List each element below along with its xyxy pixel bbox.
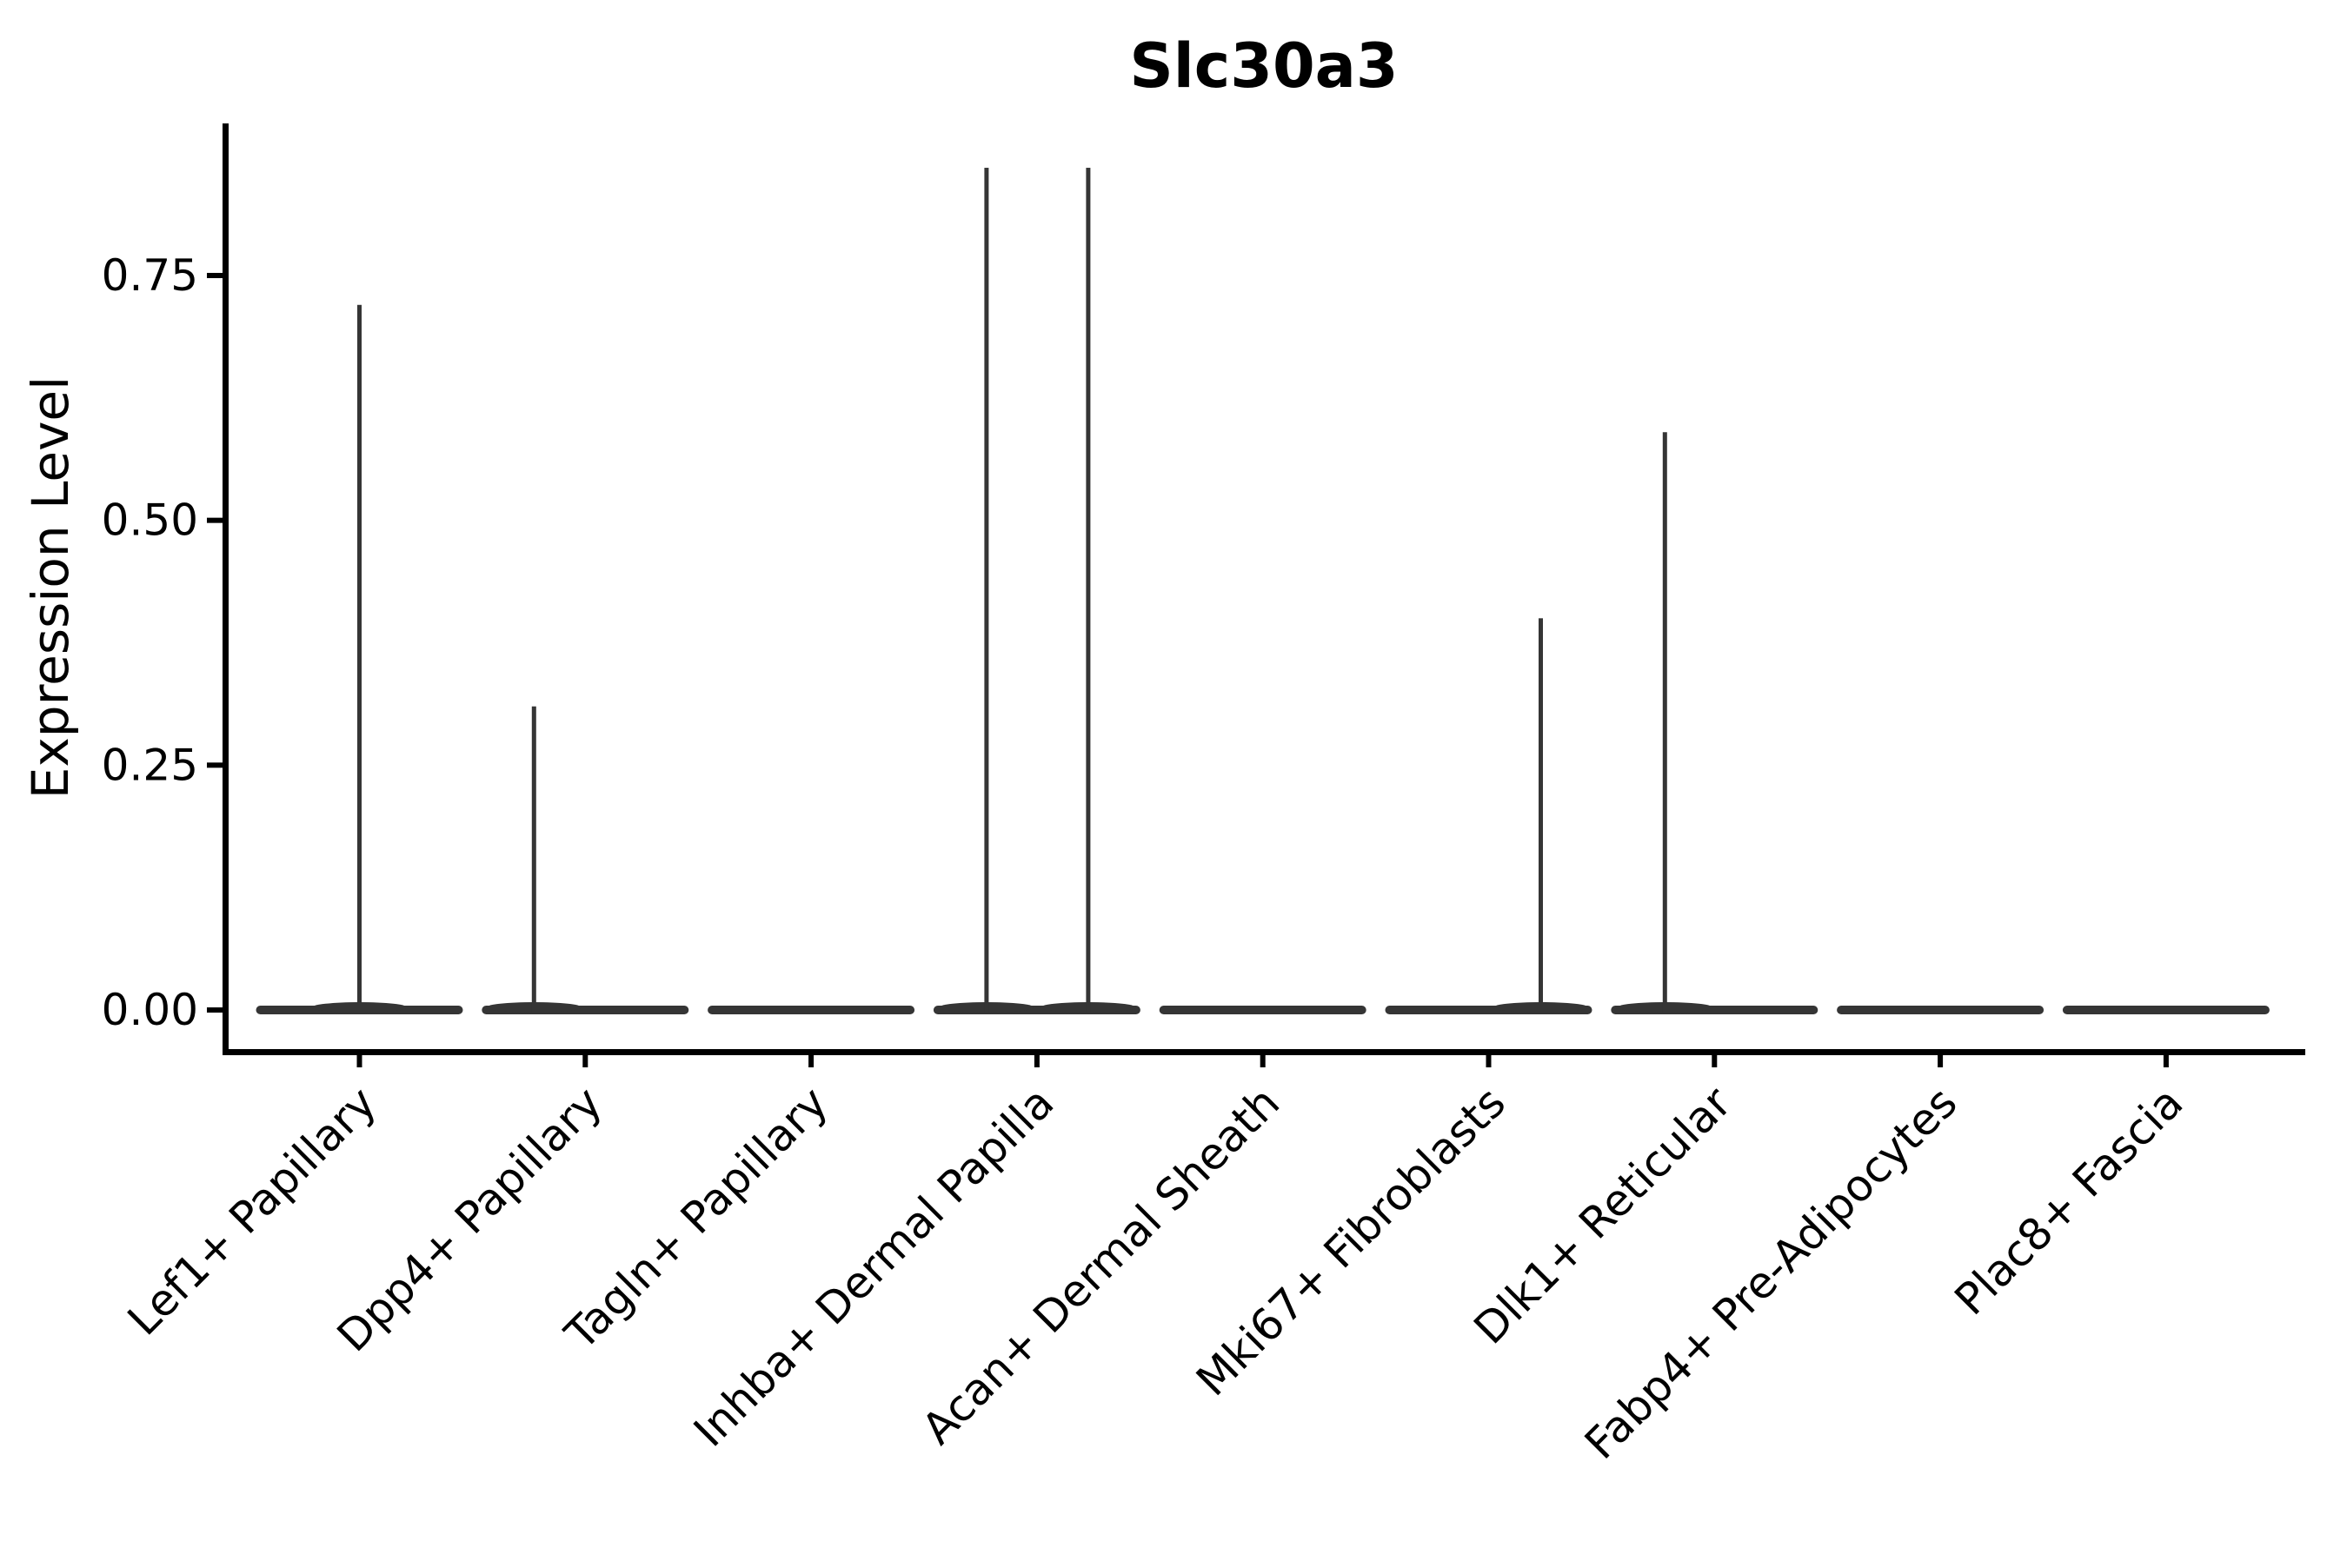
x-tick xyxy=(356,1055,362,1067)
x-tick xyxy=(1938,1055,1944,1067)
y-axis-spine xyxy=(223,123,229,1055)
violin-layer xyxy=(256,168,2270,1014)
x-tick xyxy=(1712,1055,1718,1067)
violin-spike xyxy=(1662,432,1667,1013)
y-axis-label: Expression Level xyxy=(21,376,80,799)
chart-title: Slc30a3 xyxy=(1129,30,1398,102)
violin-spike xyxy=(531,706,536,1013)
x-tick-label: Fabp4+ Pre-Adipocytes xyxy=(1575,1077,1967,1469)
violin-spike xyxy=(1086,168,1091,1013)
y-tick xyxy=(207,517,223,523)
y-tick-label: 0.75 xyxy=(102,250,198,301)
y-tick-label: 0.25 xyxy=(102,740,198,790)
x-axis-spine xyxy=(223,1049,2305,1055)
x-tick-label: Acan+ Dermal Sheath xyxy=(913,1077,1290,1454)
y-tick xyxy=(207,762,223,768)
x-tick xyxy=(1260,1055,1266,1067)
x-tick xyxy=(582,1055,588,1067)
x-tick-label: Lef1+ Papillary xyxy=(118,1077,386,1345)
y-tick-label: 0.00 xyxy=(102,985,198,1035)
y-tick xyxy=(207,272,223,278)
violin-spike xyxy=(984,168,989,1013)
violin-spike xyxy=(357,304,362,1013)
y-tick-label: 0.50 xyxy=(102,495,198,546)
violin-spike xyxy=(1539,618,1543,1013)
x-tick xyxy=(1486,1055,1492,1067)
x-tick-label: Plac8+ Fascia xyxy=(1945,1077,2193,1325)
y-tick xyxy=(207,1007,223,1013)
x-tick xyxy=(2163,1055,2169,1067)
x-tick-label: Inhba+ Dermal Papilla xyxy=(684,1077,1063,1456)
x-tick xyxy=(1034,1055,1040,1067)
x-tick xyxy=(808,1055,814,1067)
